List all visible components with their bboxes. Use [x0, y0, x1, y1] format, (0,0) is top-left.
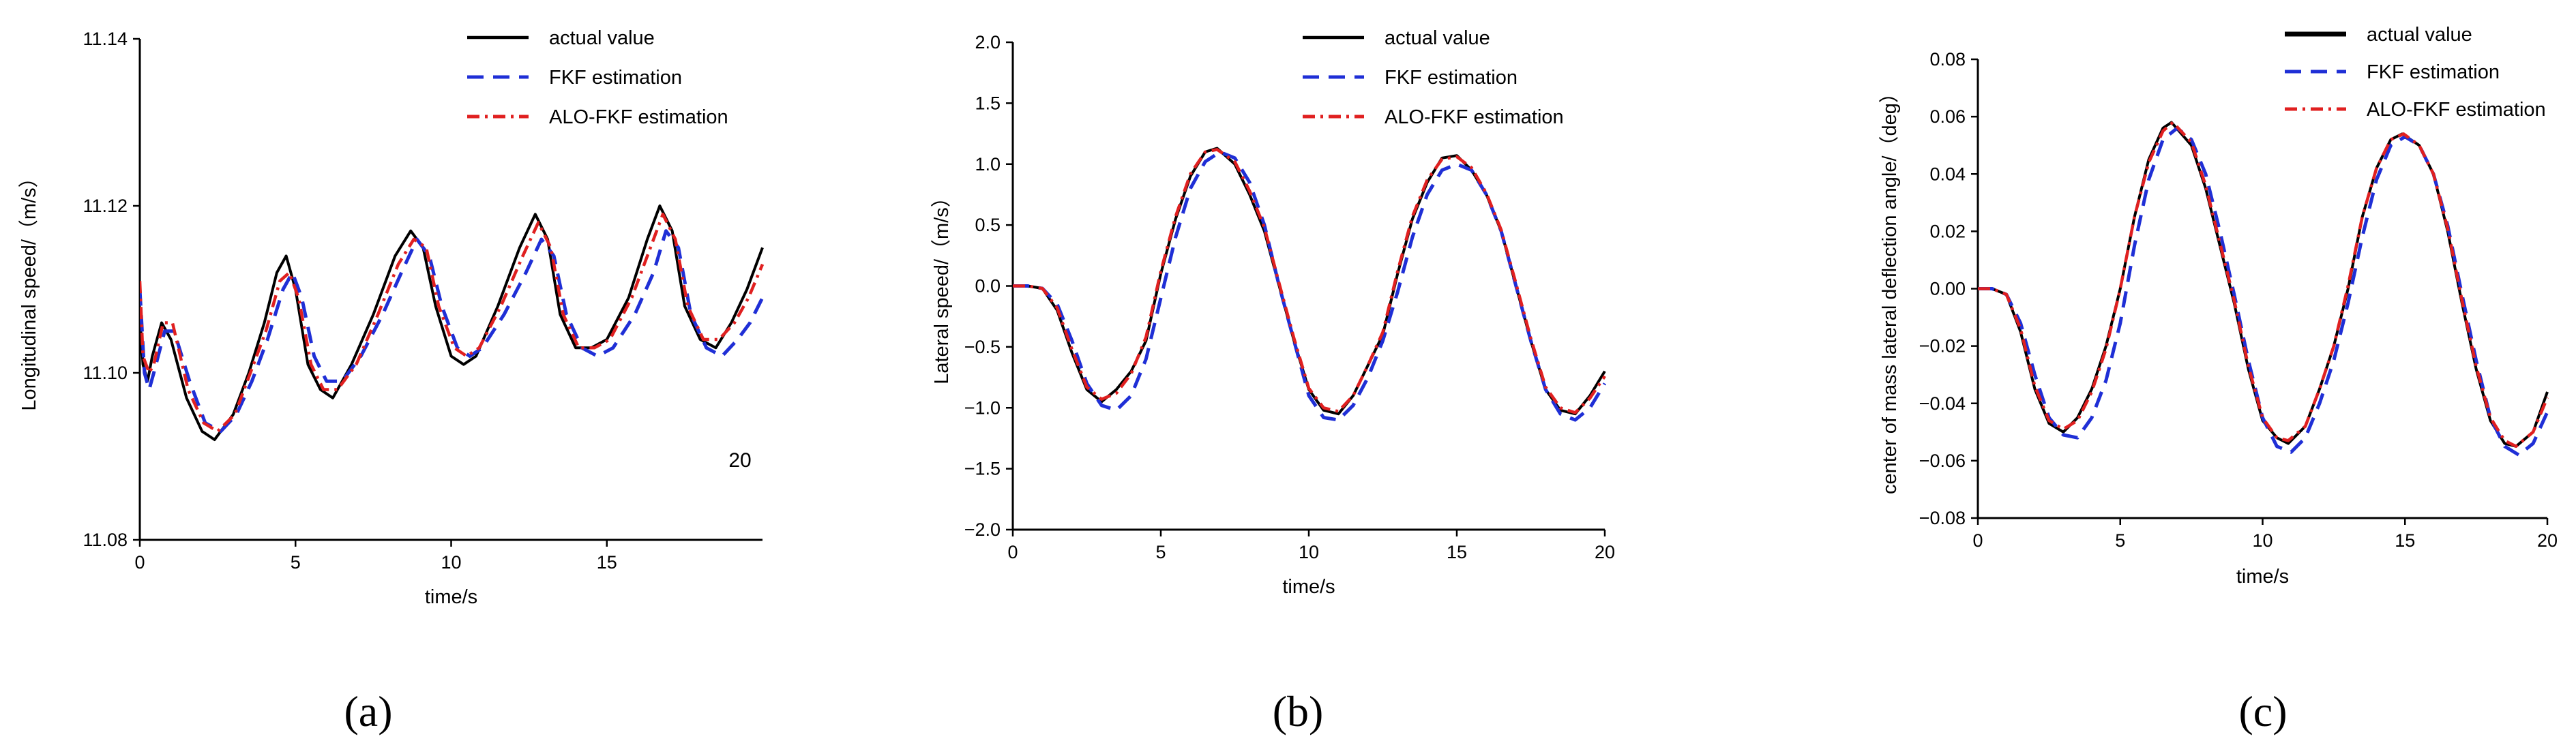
panel-label: (a) — [344, 687, 392, 736]
series-line-alo-fkf-estimation — [1013, 148, 1606, 414]
legend-label: FKF estimation — [549, 67, 682, 89]
legend-label: ALO-FKF estimation — [2367, 99, 2546, 121]
y-tick-label: −0.08 — [1919, 508, 1966, 528]
y-tick-label: −2.0 — [964, 519, 1001, 540]
x-tick-label: 10 — [1299, 542, 1319, 562]
y-tick-label: 11.12 — [83, 196, 128, 216]
y-axis-label: center of mass lateral deflection angle/… — [1879, 83, 1901, 494]
legend-label: ALO-FKF estimation — [549, 106, 728, 128]
legend-label: FKF estimation — [2367, 61, 2500, 83]
panel-label: (c) — [2238, 687, 2287, 736]
legend-label: ALO-FKF estimation — [1385, 106, 1564, 128]
y-tick-label: 11.14 — [83, 29, 128, 49]
y-tick-label: 0.0 — [975, 276, 1001, 297]
x-tick-label: 10 — [441, 552, 461, 573]
y-tick-label: 0.00 — [1929, 279, 1966, 299]
series-line-fkf-estimation — [1978, 126, 2549, 457]
y-tick-label: 0.04 — [1929, 164, 1966, 184]
x-tick-label: 5 — [291, 552, 301, 573]
x-tick-label: 0 — [1007, 542, 1018, 562]
x-axis-label: time/s — [2236, 566, 2289, 588]
chart-panel-b: 0 5 10 15 20 −2.0 −1.5 −1.0 −0.5 0.0 0.5 1.0 1.5 2.0 t… — [931, 27, 1615, 736]
x-tick-label: 15 — [2395, 530, 2415, 551]
x-axis-label: time/s — [1282, 576, 1335, 598]
y-axis-label: Longitudinal speed/（m/s） — [18, 168, 40, 410]
series-line-alo-fkf-estimation — [140, 213, 764, 434]
y-tick-label: 0.02 — [1929, 221, 1966, 241]
legend-label: FKF estimation — [1385, 67, 1518, 89]
y-tick-label: 0.08 — [1929, 49, 1966, 70]
annotation-text: 20 — [728, 449, 751, 472]
x-tick-label: 15 — [597, 552, 617, 573]
x-tick-label: 0 — [1972, 530, 1983, 551]
x-tick-label: 0 — [134, 552, 145, 573]
y-tick-label: 1.0 — [975, 154, 1001, 175]
y-tick-label: −0.04 — [1919, 393, 1966, 414]
series-line-actual-value — [140, 204, 764, 441]
y-tick-label: −0.06 — [1919, 451, 1966, 471]
panel-label: (b) — [1273, 687, 1324, 736]
legend-label: actual value — [549, 27, 655, 49]
x-tick-label: 5 — [1155, 542, 1166, 562]
y-tick-label: 11.10 — [83, 363, 128, 383]
x-tick-label: 5 — [2115, 530, 2125, 551]
legend-label: actual value — [2367, 24, 2472, 46]
y-tick-label: 0.06 — [1929, 106, 1966, 127]
y-tick-label: −0.02 — [1919, 336, 1966, 357]
y-tick-label: −0.5 — [964, 337, 1001, 357]
y-tick-label: 2.0 — [975, 32, 1001, 52]
legend-label: actual value — [1385, 27, 1490, 49]
y-tick-label: 1.5 — [975, 93, 1001, 113]
series-line-actual-value — [1978, 121, 2549, 448]
x-axis-label: time/s — [425, 586, 477, 608]
y-axis-label: Lateral speed/（m/s） — [931, 187, 953, 384]
series-line-fkf-estimation — [1013, 150, 1606, 422]
y-tick-label: 0.5 — [975, 215, 1001, 235]
series-line-alo-fkf-estimation — [1978, 121, 2549, 449]
y-tick-label: −1.5 — [964, 459, 1001, 479]
x-tick-label: 20 — [2537, 530, 2558, 551]
y-tick-label: 11.08 — [83, 530, 128, 550]
x-tick-label: 15 — [1447, 542, 1467, 562]
y-tick-label: −1.0 — [964, 397, 1001, 418]
x-tick-label: 10 — [2252, 530, 2272, 551]
x-tick-label: 20 — [1595, 542, 1615, 562]
chart-panel-c: 0 5 10 15 20 −0.08 −0.06 −0.04 −0.02 0.00 0.02 0.04… — [1879, 24, 2558, 736]
chart-panel-a: 0 5 10 15 11.08 11.10 11.12 11.14 time/s Longitud… — [18, 27, 764, 736]
series-line-fkf-estimation — [140, 229, 764, 434]
